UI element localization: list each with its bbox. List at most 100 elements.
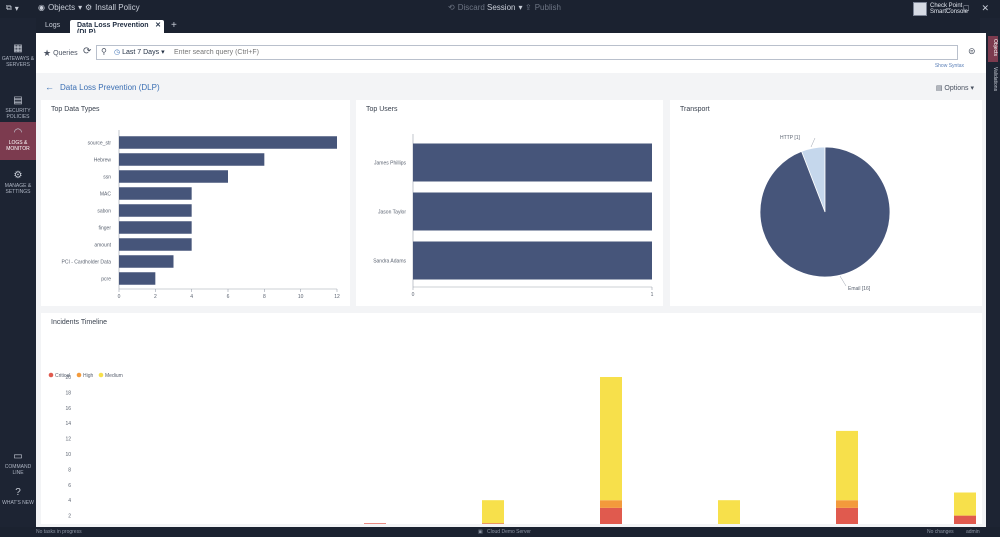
publish-button[interactable]: ⇪ Publish — [525, 3, 561, 12]
transport-pie-chart: HTTP [1] Email [16] — [759, 135, 891, 292]
queries-button[interactable]: ★ Queries — [43, 48, 78, 59]
category-label: pcre — [101, 277, 111, 283]
logs-monitor-icon: ◠ — [13, 127, 23, 138]
category-label: Jason Taylor — [378, 210, 406, 216]
plus-icon: + — [171, 20, 177, 31]
search-input[interactable] — [174, 47, 954, 58]
bar — [413, 143, 652, 182]
tab-dlp[interactable]: Data Loss Prevention (DLP) ✕ — [70, 20, 164, 36]
right-navigation: Objects Validations — [986, 36, 1000, 526]
window-controls[interactable]: – □ ✕ — [946, 3, 994, 13]
category-label: PCI - Cardholder Data — [62, 260, 112, 266]
refresh-button[interactable]: ⟳ — [83, 46, 91, 57]
leader-line — [810, 137, 816, 148]
options-menu[interactable]: ▤ Options ▾ — [936, 84, 974, 92]
y-tick-label: 6 — [68, 483, 71, 489]
stacked-bar-segment — [954, 492, 976, 516]
bar — [119, 187, 192, 200]
nav-label: LOGS & MONITOR — [6, 140, 30, 152]
x-tick-label: 4 — [190, 294, 193, 300]
star-icon: ★ — [43, 48, 52, 58]
stacked-bar-segment — [954, 515, 976, 524]
x-tick-label: 0 — [118, 294, 121, 300]
legend-label: Critical — [55, 373, 70, 379]
tab-bar: Logs Data Loss Prevention (DLP) ✕ + — [36, 18, 980, 36]
queries-label: Queries — [53, 50, 78, 57]
top-data-types-chart: source_str Hebrew ssn MAC sabon finger amount P… — [62, 130, 340, 300]
legend-swatch — [98, 372, 104, 378]
whats-new-icon: ? — [15, 487, 21, 498]
command-line-icon: ▭ — [13, 451, 23, 462]
discard-icon: ⟲ — [448, 3, 455, 12]
bar — [119, 204, 192, 217]
install-policy-button[interactable]: ⚙ Install Policy — [85, 3, 140, 12]
category-label: Hebrew — [94, 158, 112, 164]
slice-label: HTTP [1] — [780, 135, 801, 141]
search-row: ★ Queries ⟳ ⚲ ◷ Last 7 Days ▾ ⊜ Show Syn… — [36, 33, 986, 73]
publish-label: Publish — [534, 3, 561, 12]
status-bar: No tasks in progress ▣ Cloud Demo Server… — [0, 527, 1000, 537]
rtab-validations[interactable]: Validations — [988, 64, 998, 100]
session-label: Session — [487, 3, 516, 12]
card-title: Transport — [680, 106, 710, 113]
nav-label: MANAGE & SETTINGS — [4, 183, 32, 195]
category-label: source_str — [88, 141, 112, 147]
nav-manage-settings[interactable]: ⚙ MANAGE & SETTINGS — [0, 171, 36, 205]
objects-menu[interactable]: ◉ Objects ▾ — [38, 3, 83, 12]
logo-line1: Check Point — [929, 3, 963, 9]
incidents-timeline-card: Incidents Timeline CriticalHighMedium024… — [41, 313, 982, 524]
category-label: Sandra Adams — [373, 259, 406, 265]
objects-label: Objects — [47, 3, 76, 12]
nav-logs-monitor[interactable]: ◠ LOGS & MONITOR — [0, 122, 36, 160]
tab-logs-label: Logs — [45, 22, 61, 29]
bar — [119, 153, 265, 166]
pie-slice — [759, 146, 891, 278]
y-tick-label: 8 — [68, 467, 71, 473]
nav-security-policies[interactable]: ▤ SECURITY POLICIES — [0, 96, 36, 130]
bar — [119, 221, 192, 234]
discard-button[interactable]: ⟲ Discard — [448, 3, 485, 12]
y-tick-label: 16 — [65, 406, 71, 412]
session-menu[interactable]: Session ▾ — [487, 3, 523, 12]
nav-whats-new[interactable]: ? WHAT'S NEW — [0, 488, 36, 522]
back-arrow-icon[interactable]: ← — [45, 82, 54, 92]
card-title: Top Data Types — [51, 106, 100, 113]
time-range-value: Last 7 Days — [122, 48, 160, 56]
search-box: ⚲ ◷ Last 7 Days ▾ — [96, 45, 958, 60]
query-syntax-button[interactable]: ⊜ — [968, 46, 976, 57]
top-data-types-card: Top Data Types source_str Hebrew ssn MAC sab… — [41, 100, 350, 306]
bar — [413, 192, 652, 231]
status-user: admin — [966, 529, 980, 535]
refresh-icon: ⟳ — [83, 46, 92, 57]
rtab-objects[interactable]: Objects — [988, 36, 998, 62]
app-menu-button[interactable]: ⧉ ▾ — [6, 3, 19, 13]
show-syntax-link[interactable]: Show Syntax — [934, 63, 964, 69]
status-tasks[interactable]: No tasks in progress — [36, 529, 82, 535]
options-icon: ▤ — [935, 85, 943, 92]
rtab-label: Objects — [992, 39, 998, 56]
new-tab-button[interactable]: + — [164, 18, 184, 31]
legend-swatch — [48, 372, 54, 378]
logo-icon — [912, 2, 927, 16]
stacked-bar-segment — [836, 500, 858, 508]
y-tick-label: 10 — [65, 452, 71, 458]
nav-label: GATEWAYS & SERVERS — [1, 56, 35, 68]
transport-card: Transport HTTP [1] Email [16] — [670, 100, 982, 306]
main-content: ★ Queries ⟳ ⚲ ◷ Last 7 Days ▾ ⊜ Show Syn… — [36, 33, 986, 527]
page-title: Data Loss Prevention (DLP) — [60, 83, 160, 92]
time-range-selector[interactable]: ◷ Last 7 Days ▾ — [114, 48, 165, 57]
y-tick-label: 14 — [65, 421, 71, 427]
category-label: sabon — [97, 209, 111, 215]
bar — [119, 272, 156, 285]
tab-dlp-label: Data Loss Prevention (DLP) — [77, 22, 149, 36]
bar — [119, 170, 228, 183]
nav-gateways-servers[interactable]: ▦ GATEWAYS & SERVERS — [0, 44, 36, 78]
card-title: Incidents Timeline — [51, 319, 108, 326]
close-tab-icon[interactable]: ✕ — [155, 22, 161, 29]
incidents-timeline-chart: CriticalHighMedium02468101214161820Mon 8… — [48, 372, 976, 524]
tab-logs[interactable]: Logs — [38, 20, 67, 33]
y-tick-label: 18 — [65, 390, 71, 396]
install-policy-icon: ⚙ — [85, 3, 93, 12]
nav-command-line[interactable]: ▭ COMMAND LINE — [0, 452, 36, 486]
app-menu-icon: ⧉ — [6, 3, 12, 12]
